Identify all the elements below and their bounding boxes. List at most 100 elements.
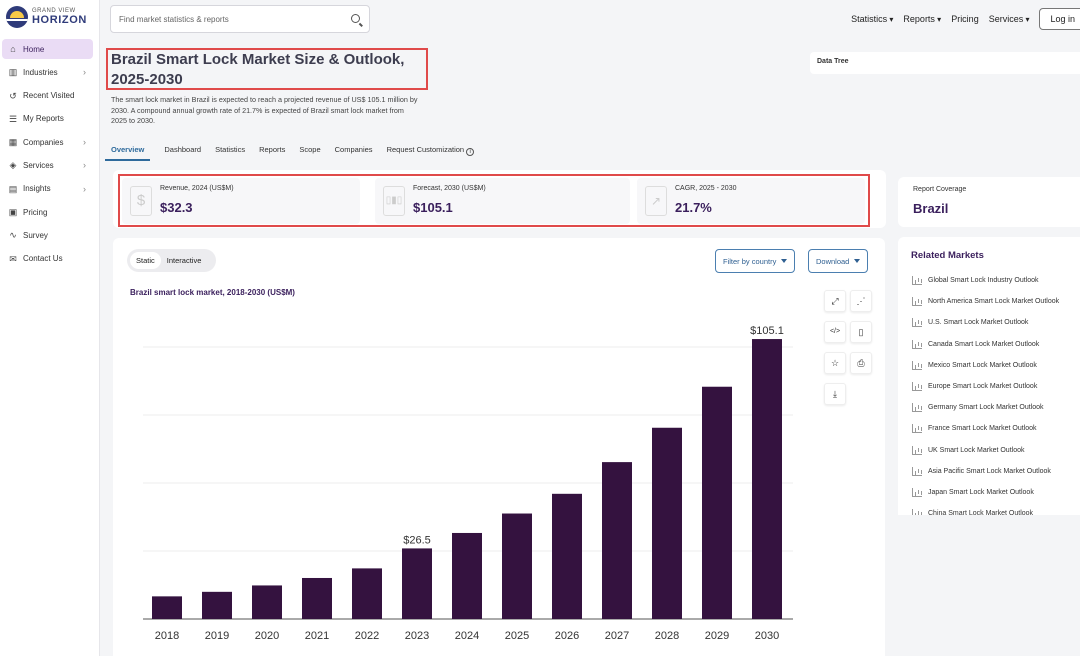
bar-2026[interactable] <box>552 493 582 619</box>
kpi-value: $32.3 <box>160 200 193 215</box>
x-tick-label: 2021 <box>305 630 329 642</box>
sidebar-item-companies[interactable]: ▦ Companies › <box>2 132 93 152</box>
nav-services[interactable]: Services <box>989 14 1030 24</box>
tab-label: Statistics <box>215 145 246 154</box>
related-market-label: U.S. Smart Lock Market Outlook <box>928 319 1029 327</box>
tab-request-customization[interactable]: Request Customization i <box>387 145 475 161</box>
related-market-link[interactable]: North America Smart Lock Market Outlook <box>912 291 1080 312</box>
related-market-link[interactable]: France Smart Lock Market Outlook <box>912 418 1080 439</box>
related-market-link[interactable]: China Smart Lock Market Outlook <box>912 503 1080 515</box>
bar-2027[interactable] <box>602 462 632 619</box>
nav-reports[interactable]: Reports <box>903 14 941 24</box>
related-market-link[interactable]: Japan Smart Lock Market Outlook <box>912 482 1080 503</box>
view-toggle[interactable]: Static Interactive <box>127 249 216 272</box>
nav-statistics[interactable]: Statistics <box>851 14 893 24</box>
x-tick-label: 2020 <box>255 630 279 642</box>
kpi-value: 21.7% <box>675 200 712 215</box>
history-icon: ↺ <box>9 90 17 101</box>
search-icon[interactable] <box>351 14 360 23</box>
logo-icon <box>6 6 28 28</box>
related-markets-list: Global Smart Lock Industry Outlook North … <box>912 270 1080 515</box>
tab-overview[interactable]: Overview <box>105 145 151 161</box>
sidebar-item-recent-visited[interactable]: ↺ Recent Visited <box>2 86 93 106</box>
tab-dashboard[interactable]: Dashboard <box>164 145 201 161</box>
chart-icon <box>912 382 922 392</box>
chart-card: Static Interactive Filter by country Dow… <box>113 238 885 656</box>
bar-2022[interactable] <box>352 568 382 619</box>
sidebar-item-services[interactable]: ◈ Services › <box>2 155 93 175</box>
chart-icon <box>912 297 922 307</box>
related-market-label: North America Smart Lock Market Outlook <box>928 298 1060 306</box>
login-button[interactable]: Log in <box>1039 8 1080 30</box>
x-tick-label: 2022 <box>355 630 379 642</box>
sidebar-item-survey[interactable]: ∿ Survey <box>2 225 93 245</box>
sidebar-item-home[interactable]: ⌂ Home <box>2 39 93 59</box>
document-icon[interactable]: ▯ <box>850 321 872 343</box>
bar-2025[interactable] <box>502 513 532 619</box>
sidebar-nav: ⌂ Home ▥ Industries › ↺ Recent Visited ☰ My Repo… <box>2 39 93 272</box>
x-tick-label: 2023 <box>405 630 429 642</box>
filter-by-country-button[interactable]: Filter by country <box>715 249 796 273</box>
sidebar-item-pricing[interactable]: ▣ Pricing <box>2 202 93 222</box>
sidebar-item-insights[interactable]: ▤ Insights › <box>2 179 93 199</box>
x-tick-label: 2028 <box>655 630 679 642</box>
bar-2029[interactable] <box>702 386 732 619</box>
bar-chart: 2018 2019 2020 2021 2022 2023 $26.5 2024 2025 202… <box>143 325 793 642</box>
trend-icon: ↗ <box>645 186 667 216</box>
sidebar-item-label: Companies <box>23 137 64 147</box>
related-market-label: Europe Smart Lock Market Outlook <box>928 383 1038 391</box>
sidebar-item-contact-us[interactable]: ✉ Contact Us <box>2 249 93 269</box>
sidebar-item-industries[interactable]: ▥ Industries › <box>2 62 93 82</box>
related-market-link[interactable]: Asia Pacific Smart Lock Market Outlook <box>912 461 1080 482</box>
expand-icon[interactable]: ⤢ <box>824 290 846 312</box>
related-market-link[interactable]: Mexico Smart Lock Market Outlook <box>912 355 1080 376</box>
print-icon[interactable]: ⎙ <box>850 352 872 374</box>
forecast-icon: ▯▮▯ <box>383 186 405 216</box>
bar-2019[interactable] <box>202 591 232 619</box>
related-market-label: UK Smart Lock Market Outlook <box>928 446 1025 454</box>
bar-2030[interactable] <box>752 339 782 619</box>
related-market-link[interactable]: Global Smart Lock Industry Outlook <box>912 270 1080 291</box>
bar-2023[interactable] <box>402 548 432 619</box>
sidebar-item-my-reports[interactable]: ☰ My Reports <box>2 109 93 129</box>
tab-scope[interactable]: Scope <box>299 145 320 161</box>
interactive-toggle-option[interactable]: Interactive <box>166 256 202 265</box>
tab-companies[interactable]: Companies <box>335 145 373 161</box>
related-market-link[interactable]: UK Smart Lock Market Outlook <box>912 440 1080 461</box>
related-market-link[interactable]: Canada Smart Lock Market Outlook <box>912 334 1080 355</box>
share-icon[interactable]: ⋰ <box>850 290 872 312</box>
related-market-link[interactable]: Germany Smart Lock Market Outlook <box>912 397 1080 418</box>
sidebar: GRAND VIEW HORIZON ⌂ Home ▥ Industries › ↺ Rec… <box>0 0 100 656</box>
sidebar-item-label: Contact Us <box>23 254 63 264</box>
star-icon[interactable]: ☆ <box>824 352 846 374</box>
main-area: Statistics Reports Pricing Services Log … <box>100 0 1080 656</box>
bar-2020[interactable] <box>252 585 282 619</box>
related-market-link[interactable]: Europe Smart Lock Market Outlook <box>912 376 1080 397</box>
download-button[interactable]: Download <box>808 249 869 273</box>
tab-label: Reports <box>259 145 286 154</box>
search-input[interactable] <box>111 6 331 32</box>
related-market-link[interactable]: U.S. Smart Lock Market Outlook <box>912 312 1080 333</box>
bar-2021[interactable] <box>302 577 332 619</box>
kpi-label: CAGR, 2025 - 2030 <box>675 185 737 192</box>
insights-icon: ▤ <box>8 183 18 194</box>
tab-reports[interactable]: Reports <box>259 145 285 161</box>
tab-statistics[interactable]: Statistics <box>215 145 245 161</box>
page-description: The smart lock market in Brazil is expec… <box>111 95 418 125</box>
info-icon[interactable]: i <box>466 148 475 156</box>
embed-icon[interactable]: </> <box>824 321 846 343</box>
bar-2028[interactable] <box>652 427 682 619</box>
nav-pricing[interactable]: Pricing <box>951 14 979 24</box>
logo-top-text: GRAND VIEW <box>32 8 76 14</box>
download-icon[interactable]: ⤓ <box>824 383 846 405</box>
bar-2024[interactable] <box>452 532 482 619</box>
brand-logo[interactable]: GRAND VIEW HORIZON <box>6 6 87 28</box>
data-tree-panel[interactable]: Data Tree <box>810 52 1080 74</box>
chevron-right-icon: › <box>83 137 86 148</box>
x-tick-label: 2029 <box>705 630 729 642</box>
page-title: Brazil Smart Lock Market Size & Outlook,… <box>111 51 405 88</box>
bar-2018[interactable] <box>152 596 182 619</box>
home-icon: ⌂ <box>10 44 16 54</box>
building-icon: ▦ <box>8 137 18 148</box>
static-toggle-option[interactable]: Static <box>130 252 161 269</box>
